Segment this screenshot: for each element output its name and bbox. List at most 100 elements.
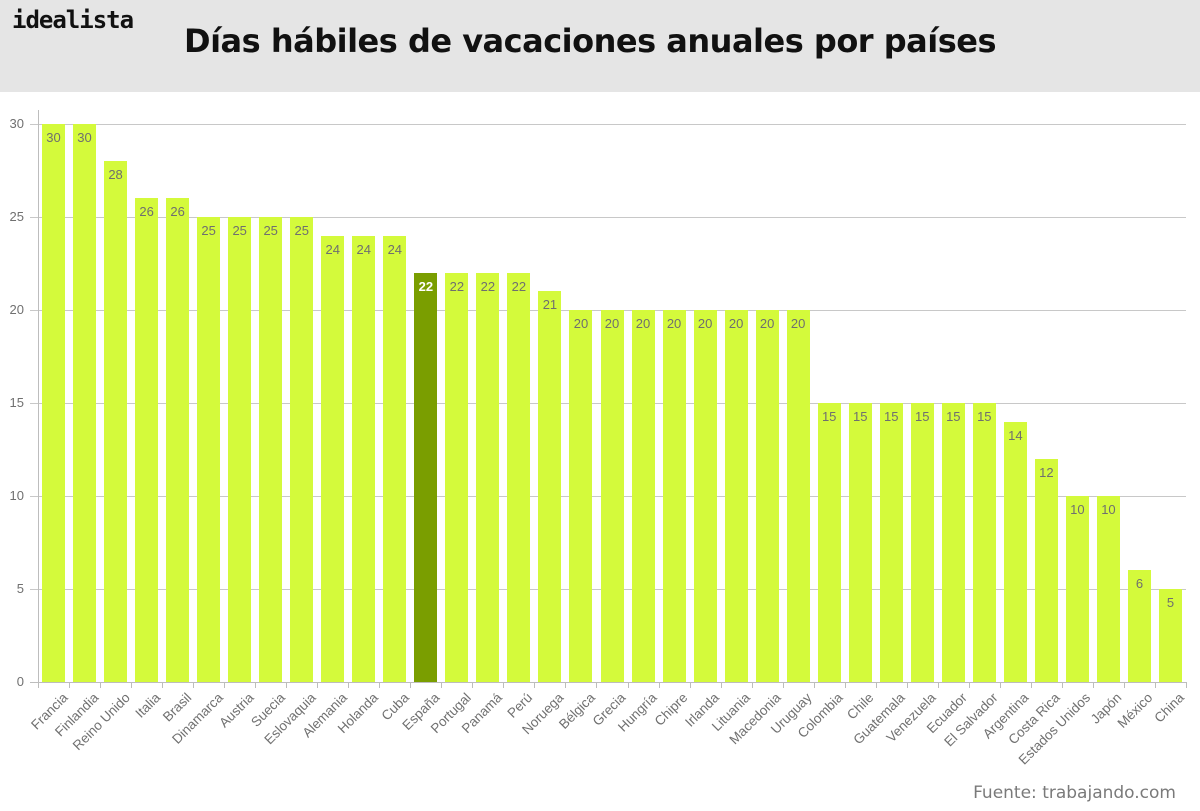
bar <box>631 310 655 682</box>
x-tick <box>627 682 629 688</box>
x-tick-label: Italia <box>131 690 163 721</box>
bar-value-label: 20 <box>728 316 744 331</box>
x-tick <box>441 682 443 688</box>
x-tick <box>999 682 1001 688</box>
y-tick-label: 15 <box>9 395 24 410</box>
bar-value-label: 30 <box>46 130 61 145</box>
y-tick-label: 25 <box>9 209 24 224</box>
bar-value-label: 20 <box>604 316 620 331</box>
x-tick <box>565 682 567 688</box>
x-tick <box>596 682 598 688</box>
x-tick <box>534 682 536 688</box>
x-tick <box>720 682 722 688</box>
bar <box>972 403 996 682</box>
bar <box>321 235 345 682</box>
x-tick <box>875 682 877 688</box>
x-tick <box>782 682 784 688</box>
x-tick <box>1154 682 1156 688</box>
bar <box>879 403 903 682</box>
x-tick <box>1030 682 1032 688</box>
bar-value-label: 22 <box>511 278 527 294</box>
bar-value-label: 10 <box>1101 502 1116 517</box>
y-axis-line <box>38 110 39 688</box>
bar <box>910 403 934 682</box>
y-tick-label: 30 <box>9 116 24 131</box>
bar <box>538 291 562 682</box>
bar-value-label: 10 <box>1070 502 1085 517</box>
bar <box>1096 496 1120 682</box>
bar-value-label: 15 <box>946 409 961 424</box>
bar-value-label: 12 <box>1039 464 1054 480</box>
x-tick <box>410 682 412 688</box>
x-tick-label: China <box>1151 690 1188 726</box>
bar <box>290 217 314 682</box>
x-tick <box>1123 682 1125 688</box>
bar <box>755 310 779 682</box>
x-tick <box>1061 682 1063 688</box>
bar <box>662 310 686 682</box>
x-tick <box>472 682 474 688</box>
bar <box>693 310 717 682</box>
bar <box>445 272 469 682</box>
bar-value-label: 20 <box>635 316 651 331</box>
x-tick <box>286 682 288 688</box>
x-tick <box>193 682 195 688</box>
bar-value-label: 5 <box>1166 595 1175 610</box>
x-tick <box>751 682 753 688</box>
bar <box>228 217 252 682</box>
bar-value-label: 20 <box>666 316 682 331</box>
bar-highlighted <box>414 272 438 682</box>
bar-value-label: 20 <box>573 316 589 331</box>
bar-value-label: 30 <box>77 130 92 145</box>
bar <box>848 403 872 682</box>
x-tick <box>968 682 970 688</box>
bar <box>104 161 128 682</box>
bar-value-label: 26 <box>170 204 185 220</box>
x-tick <box>348 682 350 688</box>
bar <box>1003 421 1027 682</box>
x-tick <box>1092 682 1094 688</box>
bar-value-label: 20 <box>759 316 775 331</box>
x-tick <box>937 682 939 688</box>
bar-value-label: 25 <box>232 223 247 238</box>
bar-value-label: 25 <box>201 223 216 238</box>
bar <box>1127 570 1151 682</box>
x-tick <box>69 682 71 688</box>
bar <box>135 198 159 682</box>
x-tick <box>813 682 815 688</box>
idealista-logo: idealista <box>12 6 134 34</box>
bar-value-label: 21 <box>542 297 558 313</box>
bar-value-label: 25 <box>263 223 278 238</box>
bar <box>73 124 97 682</box>
bar-value-label: 15 <box>884 409 899 424</box>
x-tick <box>162 682 164 688</box>
bar-value-label: 24 <box>356 241 372 257</box>
y-tick-label: 20 <box>9 302 24 317</box>
chart-title: Días hábiles de vacaciones anuales por p… <box>184 22 996 60</box>
bar-value-label: 15 <box>915 409 930 424</box>
bar <box>817 403 841 682</box>
x-tick <box>255 682 257 688</box>
x-tick-label: México <box>1114 690 1156 731</box>
bar-value-label: 15 <box>852 409 868 424</box>
bar <box>724 310 748 682</box>
bar <box>1065 496 1089 682</box>
x-tick <box>1186 682 1187 688</box>
x-tick <box>131 682 133 688</box>
bar <box>197 217 221 682</box>
bar-value-label: 24 <box>387 241 403 257</box>
y-tick-label: 0 <box>16 674 24 689</box>
header-band: idealista Días hábiles de vacaciones anu… <box>0 0 1200 92</box>
y-tick-label: 5 <box>16 581 24 596</box>
x-tick <box>379 682 381 688</box>
bar-value-label: 24 <box>325 241 340 257</box>
x-tick <box>38 682 39 688</box>
x-tick-label: Chipre <box>651 690 691 729</box>
bar <box>259 217 283 682</box>
y-tick-label: 10 <box>9 488 24 503</box>
x-tick <box>658 682 660 688</box>
bar <box>507 272 531 682</box>
gridline <box>30 217 1186 218</box>
bar-value-label: 22 <box>418 278 434 294</box>
bar <box>1034 458 1058 682</box>
